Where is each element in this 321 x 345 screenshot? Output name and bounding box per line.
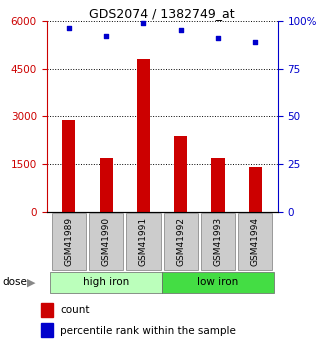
Bar xyxy=(62,120,75,212)
Point xyxy=(253,39,258,45)
Bar xyxy=(40,324,53,337)
Bar xyxy=(249,168,262,212)
Bar xyxy=(40,303,53,317)
Text: high iron: high iron xyxy=(83,277,129,287)
Point xyxy=(178,28,183,33)
Text: GSM41989: GSM41989 xyxy=(65,217,74,266)
Text: GSM41990: GSM41990 xyxy=(102,217,111,266)
FancyBboxPatch shape xyxy=(238,213,273,270)
Text: dose: dose xyxy=(3,277,27,287)
FancyBboxPatch shape xyxy=(50,272,162,293)
Text: GSM41992: GSM41992 xyxy=(176,217,185,266)
Bar xyxy=(212,158,225,212)
Text: GSM41993: GSM41993 xyxy=(213,217,222,266)
Text: low iron: low iron xyxy=(197,277,239,287)
Text: GSM41991: GSM41991 xyxy=(139,217,148,266)
FancyBboxPatch shape xyxy=(164,213,198,270)
Point xyxy=(104,33,109,39)
Bar xyxy=(174,136,187,212)
FancyBboxPatch shape xyxy=(201,213,235,270)
FancyBboxPatch shape xyxy=(52,213,86,270)
Text: count: count xyxy=(60,305,90,315)
Text: ▶: ▶ xyxy=(27,277,35,287)
FancyBboxPatch shape xyxy=(126,213,160,270)
FancyBboxPatch shape xyxy=(89,213,123,270)
Point xyxy=(66,26,72,31)
Text: percentile rank within the sample: percentile rank within the sample xyxy=(60,326,236,336)
Bar xyxy=(100,158,113,212)
Point xyxy=(141,20,146,26)
Point xyxy=(215,35,221,41)
Title: GDS2074 / 1382749_at: GDS2074 / 1382749_at xyxy=(89,7,235,20)
Bar xyxy=(137,59,150,212)
FancyBboxPatch shape xyxy=(162,272,274,293)
Text: GSM41994: GSM41994 xyxy=(251,217,260,266)
